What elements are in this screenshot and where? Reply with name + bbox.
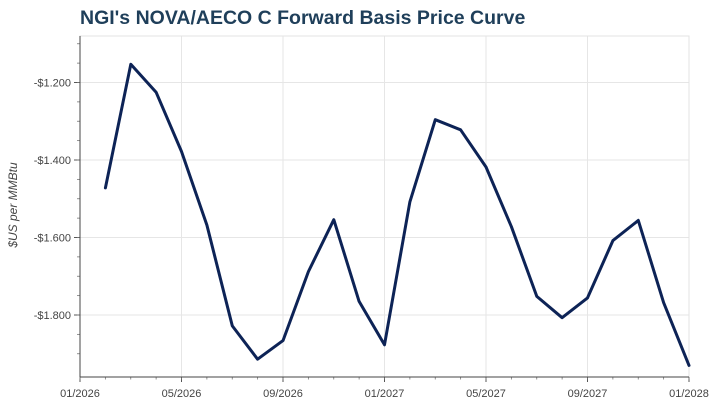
x-tick-label: 05/2026 — [162, 388, 202, 400]
chart-title: NGI's NOVA/AECO C Forward Basis Price Cu… — [80, 7, 526, 29]
y-tick-label: -$1.800 — [34, 310, 71, 322]
grid — [79, 36, 690, 377]
x-tick-label: 09/2027 — [568, 388, 608, 400]
x-tick-label: 01/2027 — [365, 388, 405, 400]
series-layer — [103, 62, 691, 367]
x-tick-label: 05/2027 — [466, 388, 506, 400]
y-tick-label: -$1.400 — [34, 155, 71, 167]
x-tick-label: 09/2026 — [263, 388, 303, 400]
y-tick-label: -$1.600 — [34, 233, 71, 245]
series-line — [103, 62, 691, 367]
y-axis-label: $US per MMBtu — [6, 162, 20, 249]
axes: 01/2026 05/2026 09/2026 01/2027 05/2027 09/20… — [34, 36, 709, 400]
x-tick-label: 01/2026 — [60, 388, 100, 400]
x-tick-label: 01/2028 — [669, 388, 709, 400]
y-tick-label: -$1.200 — [34, 78, 71, 90]
